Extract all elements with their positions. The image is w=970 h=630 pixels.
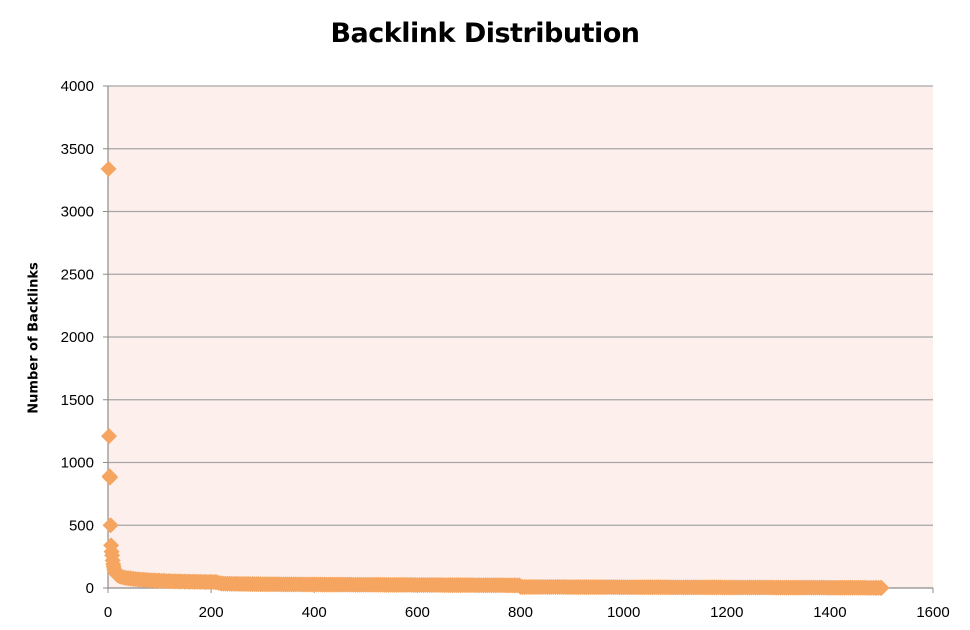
y-tick-label: 3500: [61, 141, 94, 158]
x-tick-label: 1400: [813, 604, 846, 621]
data-point: [102, 517, 119, 534]
y-tick-label: 1000: [61, 455, 94, 472]
data-point: [100, 160, 117, 177]
x-tick-label: 1200: [710, 604, 743, 621]
y-tick-label: 500: [69, 517, 94, 534]
y-tick-label: 4000: [61, 78, 94, 95]
x-tick-label: 200: [199, 604, 224, 621]
y-tick-label: 0: [86, 580, 94, 597]
data-point: [101, 428, 118, 445]
x-tick-label: 600: [405, 604, 430, 621]
chart-title: Backlink Distribution: [330, 18, 640, 49]
y-tick-label: 2500: [61, 266, 94, 283]
data-point: [102, 469, 119, 486]
x-tick-label: 400: [302, 604, 327, 621]
x-tick-label: 0: [104, 604, 112, 621]
y-tick-label: 2000: [61, 329, 94, 346]
x-tick-label: 1000: [607, 604, 640, 621]
x-tick-label: 1600: [916, 604, 949, 621]
y-tick-label: 1500: [61, 392, 94, 409]
data-point: [873, 579, 890, 596]
y-tick-label: 3000: [61, 204, 94, 221]
x-tick-label: 800: [508, 604, 533, 621]
